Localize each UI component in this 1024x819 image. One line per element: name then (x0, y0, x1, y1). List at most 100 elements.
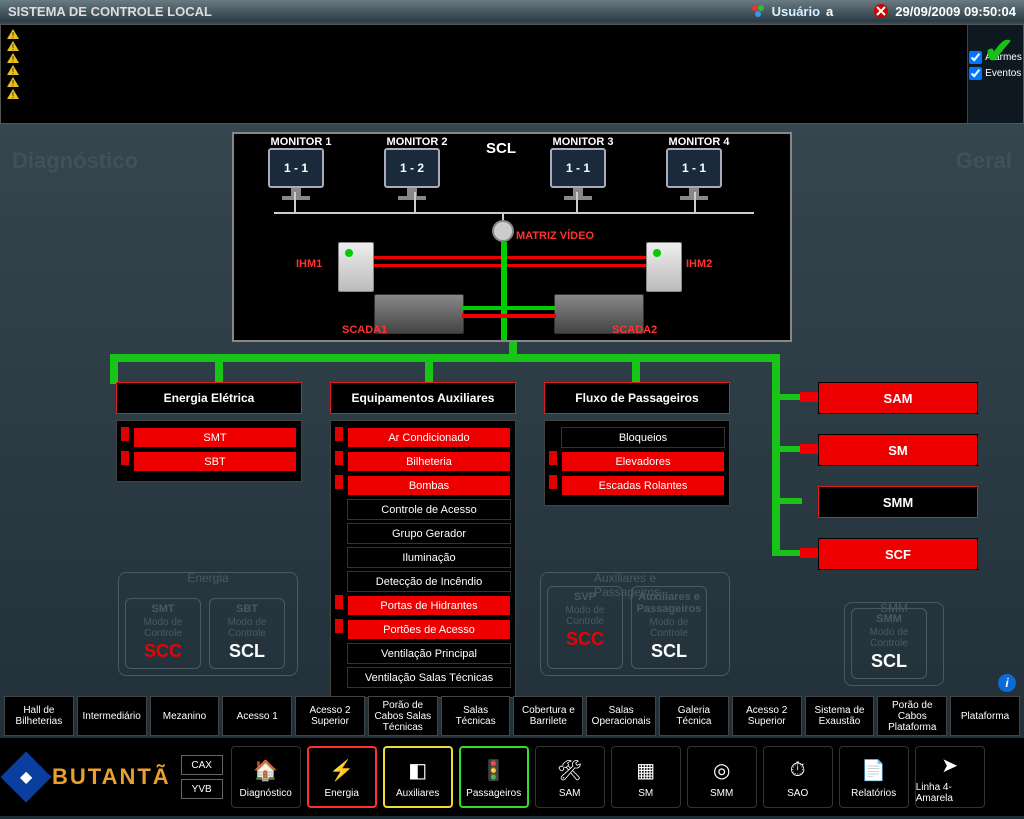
svg-text:!: ! (12, 31, 14, 39)
mode-group-auxpass: Auxiliares e Passageiros SVPModo de Cont… (540, 572, 730, 676)
ihm1-label: IHM1 (296, 258, 322, 270)
nav-linha 4-amarela[interactable]: ➤Linha 4-Amarela (915, 746, 985, 808)
col-equip: Equipamentos Auxiliares Ar CondicionadoB… (330, 382, 516, 698)
ack-icon[interactable]: ✔ (984, 30, 1014, 72)
bottom-tab[interactable]: Hall de Bilheterias (4, 696, 74, 736)
mini-tab-cax[interactable]: CAX (181, 755, 223, 775)
mini-tab-yvb[interactable]: YVB (181, 779, 223, 799)
bottom-tab[interactable]: Intermediário (77, 696, 147, 736)
monitor-3: MONITOR 31 - 1 (550, 148, 606, 200)
alarm-row[interactable]: ! (7, 53, 961, 63)
fluxo-item[interactable]: Escadas Rolantes (561, 475, 725, 496)
app-title: SISTEMA DE CONTROLE LOCAL (8, 4, 212, 19)
nav-icon: 📄 (859, 756, 889, 786)
matrix-label: MATRIZ VÍDEO (516, 230, 594, 242)
bottom-tab[interactable]: Porão de Cabos Salas Técnicas (368, 696, 438, 736)
alarm-row[interactable]: ! (7, 29, 961, 39)
nav-icon: 🚦 (479, 756, 509, 786)
network-diagram: SCL MONITOR 11 - 1 MONITOR 21 - 2 MONITOR … (232, 132, 792, 342)
right-button-sm[interactable]: SM (818, 434, 978, 466)
equip-item[interactable]: Portões de Acesso (347, 619, 511, 640)
titlebar: SISTEMA DE CONTROLE LOCAL Usuário a 29/0… (0, 0, 1024, 22)
alarm-row[interactable]: ! (7, 41, 961, 51)
left-section-label: Diagnóstico (12, 148, 138, 174)
bottom-tab[interactable]: Galeria Técnica (659, 696, 729, 736)
bottom-tab[interactable]: Cobertura e Barrilete (513, 696, 583, 736)
energia-item[interactable]: SMT (133, 427, 297, 448)
nav-sao[interactable]: ⏱SAO (763, 746, 833, 808)
nav-relatórios[interactable]: 📄Relatórios (839, 746, 909, 808)
equip-item[interactable]: Ventilação Principal (347, 643, 511, 664)
right-button-smm[interactable]: SMM (818, 486, 978, 518)
nav-sm[interactable]: ▦SM (611, 746, 681, 808)
col-energia: Energia Elétrica SMT SBT (116, 382, 302, 482)
ihm1-server (338, 242, 374, 292)
col-energia-header: Energia Elétrica (116, 382, 302, 414)
nav-icon: ➤ (935, 750, 965, 780)
mode-group-smm: SMM SMMModo de ControleSCL (844, 602, 944, 686)
bottom-tab[interactable]: Acesso 2 Superior (295, 696, 365, 736)
ihm2-server (646, 242, 682, 292)
equip-item[interactable]: Grupo Gerador (347, 523, 511, 544)
nav-icon: ⏱ (783, 756, 813, 786)
alarm-panel: !!!!!! ✔ Alarmes Eventos (0, 24, 1024, 124)
alarm-row[interactable]: ! (7, 65, 961, 75)
svg-text:!: ! (12, 55, 14, 63)
nav-sam[interactable]: 🛠SAM (535, 746, 605, 808)
mode-box[interactable]: SBTModo de ControleSCL (209, 598, 285, 669)
equip-item[interactable]: Bilheteria (347, 451, 511, 472)
nav-icon: ◎ (707, 756, 737, 786)
equip-item[interactable]: Controle de Acesso (347, 499, 511, 520)
nav-energia[interactable]: ⚡Energia (307, 746, 377, 808)
bottom-tab[interactable]: Sistema de Exaustão (805, 696, 875, 736)
monitor-1: MONITOR 11 - 1 (268, 148, 324, 200)
station-logo-icon: ◆ (1, 752, 52, 803)
mode-group-auxpass-title: Auxiliares e Passageiros (588, 571, 682, 599)
equip-item[interactable]: Detecção de Incêndio (347, 571, 511, 592)
energia-item[interactable]: SBT (133, 451, 297, 472)
bottom-tab[interactable]: Acesso 2 Superior (732, 696, 802, 736)
col-fluxo-header: Fluxo de Passageiros (544, 382, 730, 414)
equip-item[interactable]: Bombas (347, 475, 511, 496)
mode-box[interactable]: SMTModo de ControleSCC (125, 598, 201, 669)
nav-icon: 🏠 (251, 756, 281, 786)
equip-item[interactable]: Portas de Hidrantes (347, 595, 511, 616)
info-icon[interactable]: i (998, 674, 1016, 692)
nav-auxiliares[interactable]: ◧Auxiliares (383, 746, 453, 808)
nav-passageiros[interactable]: 🚦Passageiros (459, 746, 529, 808)
fluxo-item[interactable]: Bloqueios (561, 427, 725, 448)
mode-group-energia-title: Energia (181, 571, 234, 585)
alarm-row[interactable]: ! (7, 89, 961, 99)
nav-icon: ⚡ (327, 756, 357, 786)
alarm-list: !!!!!! (1, 25, 967, 123)
svg-text:!: ! (12, 79, 14, 87)
nav-icon: ◧ (403, 756, 433, 786)
mode-box[interactable]: SMMModo de ControleSCL (851, 608, 927, 679)
bottom-tab[interactable]: Porão de Cabos Plataforma (877, 696, 947, 736)
monitor-2: MONITOR 21 - 2 (384, 148, 440, 200)
ihm2-label: IHM2 (686, 258, 712, 270)
equip-item[interactable]: Iluminação (347, 547, 511, 568)
clock: 29/09/2009 09:50:04 (895, 4, 1016, 19)
right-button-sam[interactable]: SAM (818, 382, 978, 414)
users-icon (750, 3, 766, 19)
bottom-tab[interactable]: Salas Operacionais (586, 696, 656, 736)
video-matrix-icon (492, 220, 514, 242)
nav-smm[interactable]: ◎SMM (687, 746, 757, 808)
user-label: Usuário (772, 4, 820, 19)
main-area: Diagnóstico Geral SCL MONITOR 11 - 1MONI… (0, 124, 1024, 696)
alarm-side: ✔ Alarmes Eventos (967, 25, 1023, 123)
equip-item[interactable]: Ar Condicionado (347, 427, 511, 448)
fluxo-item[interactable]: Elevadores (561, 451, 725, 472)
equip-item[interactable]: Ventilação Salas Técnicas (347, 667, 511, 688)
bottom-tab[interactable]: Acesso 1 (222, 696, 292, 736)
alarm-row[interactable]: ! (7, 77, 961, 87)
nav-diagnóstico[interactable]: 🏠Diagnóstico (231, 746, 301, 808)
bottom-tab[interactable]: Plataforma (950, 696, 1020, 736)
bottom-tab[interactable]: Mezanino (150, 696, 220, 736)
scl-label: SCL (486, 140, 516, 157)
nav-icon: 🛠 (555, 756, 585, 786)
bottom-tab[interactable]: Salas Técnicas (441, 696, 511, 736)
right-button-scf[interactable]: SCF (818, 538, 978, 570)
station-name: BUTANTÃ (52, 764, 171, 790)
